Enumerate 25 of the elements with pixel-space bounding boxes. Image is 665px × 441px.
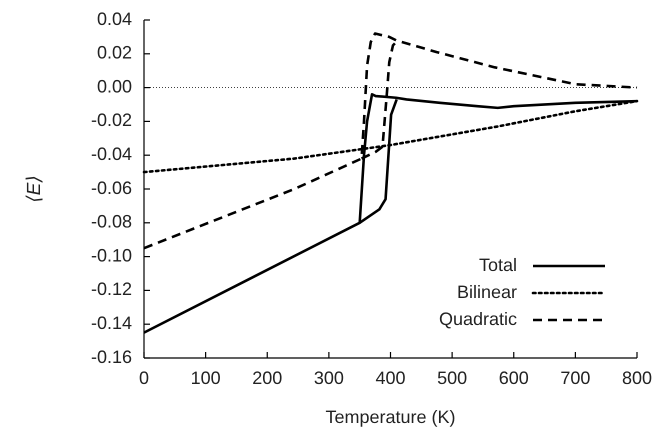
x-tick-label: 400 [375,368,406,388]
legend-label: Total [478,254,517,275]
x-tick-label: 100 [190,368,221,388]
x-tick-label: 500 [437,368,468,388]
y-tick-label: -0.16 [90,346,132,367]
y-tick-label: -0.02 [90,110,132,130]
x-tick-label: 600 [498,368,529,388]
y-tick-label: -0.12 [90,279,132,300]
y-tick-label: -0.06 [90,178,132,198]
x-tick-label: 700 [560,368,590,388]
legend-label: Quadratic [438,308,517,329]
x-tick-label: 200 [252,368,282,388]
x-axis-title: Temperature (K) [325,407,456,427]
y-tick-label: -0.10 [90,245,132,266]
legend-label: Bilinear [456,282,518,302]
x-tick-label: 0 [138,368,150,388]
y-axis-title: ⟨E⟩ [24,175,45,203]
x-tick-label: 300 [314,368,344,388]
x-tick-label: 800 [622,368,652,388]
y-tick-label: 0.02 [96,42,132,63]
y-tick-label: -0.08 [90,212,132,232]
y-tick-label: 0.04 [96,8,132,29]
y-tick-label: -0.04 [90,144,132,164]
y-tick-label: 0.00 [96,76,132,96]
y-tick-label: -0.14 [90,312,132,333]
